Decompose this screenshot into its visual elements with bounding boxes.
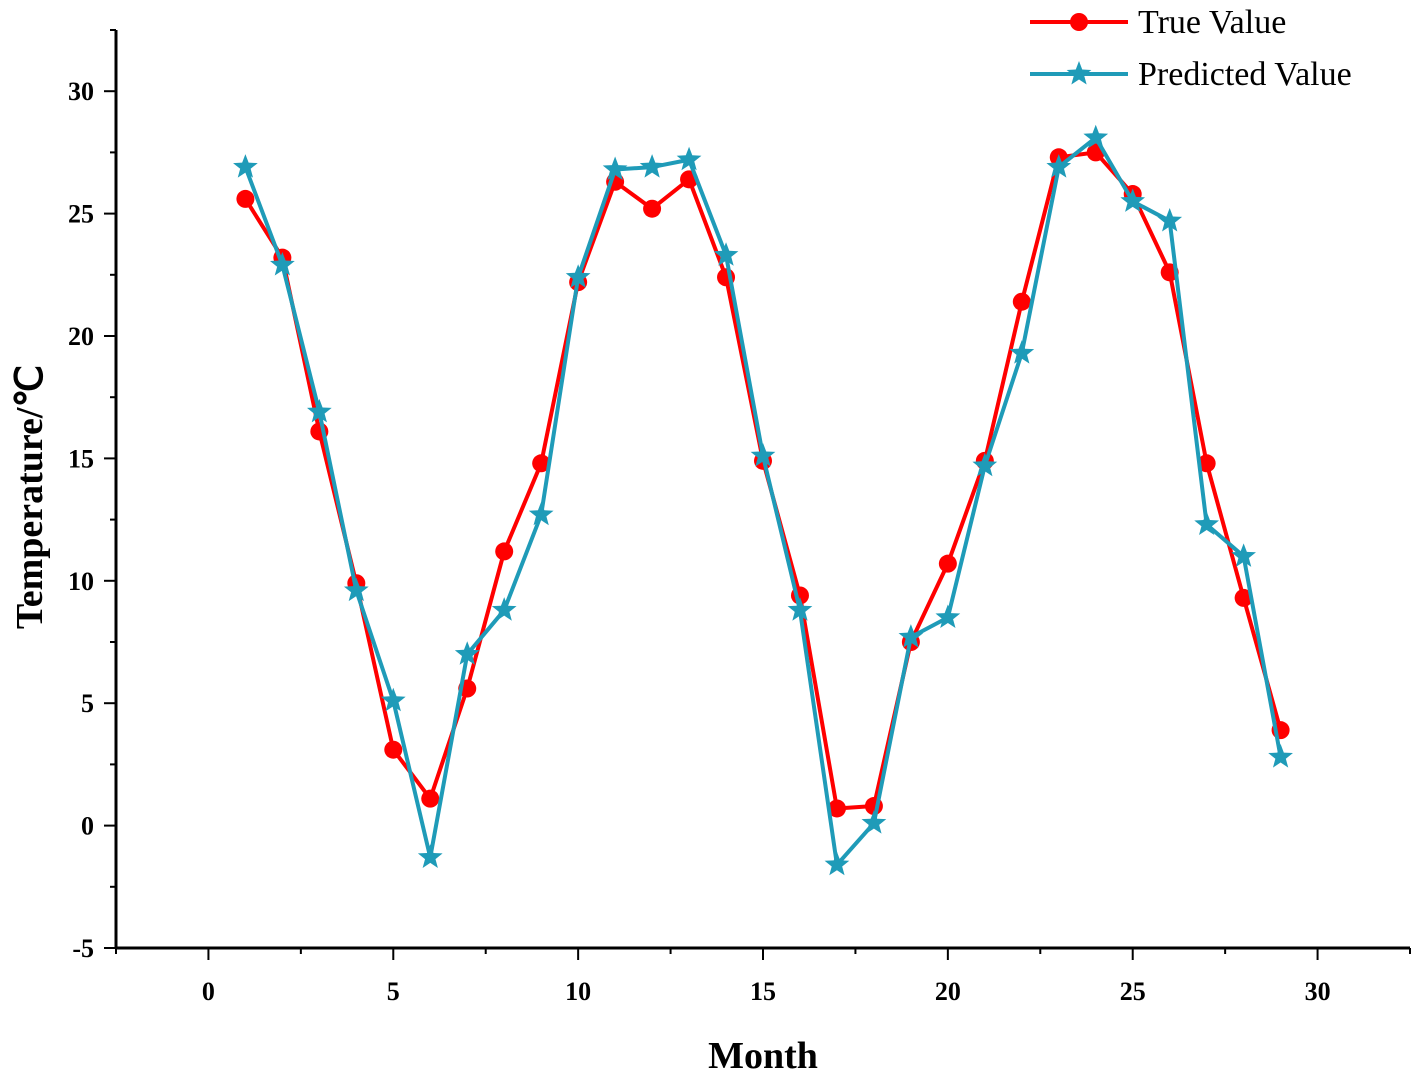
data-point-star bbox=[1009, 340, 1035, 364]
y-tick-label: 5 bbox=[81, 689, 94, 718]
legend-item-true-value: True Value bbox=[1030, 4, 1286, 41]
x-tick-label: 0 bbox=[202, 977, 215, 1006]
data-point-star bbox=[491, 597, 517, 621]
data-point-circle bbox=[643, 199, 662, 218]
data-point-star bbox=[454, 641, 480, 665]
data-point-star bbox=[861, 810, 887, 834]
y-tick-label: 10 bbox=[68, 567, 94, 596]
x-tick-label: 20 bbox=[935, 977, 961, 1006]
data-point-star bbox=[750, 442, 776, 467]
data-point-star bbox=[898, 624, 924, 648]
legend-label: Predicted Value bbox=[1138, 56, 1352, 93]
x-tick-label: 10 bbox=[565, 977, 591, 1006]
series-predicted-value bbox=[233, 124, 1293, 876]
data-point-star bbox=[1046, 154, 1072, 178]
data-point-star bbox=[1231, 543, 1256, 567]
x-tick-label: 5 bbox=[387, 977, 400, 1006]
x-axis-title: Month bbox=[708, 1035, 818, 1074]
data-point-circle bbox=[1012, 292, 1031, 311]
y-tick-label: 25 bbox=[68, 200, 94, 229]
data-point-star bbox=[1268, 744, 1293, 768]
series-layer bbox=[233, 124, 1293, 876]
data-point-star bbox=[824, 851, 850, 876]
data-point-star bbox=[713, 242, 739, 266]
y-tick-label: 30 bbox=[68, 77, 94, 106]
data-point-circle bbox=[1234, 588, 1253, 607]
x-tick-label: 25 bbox=[1120, 977, 1146, 1006]
series-true-value bbox=[236, 143, 1290, 818]
y-axis-title: Temperature/℃ bbox=[9, 365, 51, 629]
data-point-star bbox=[343, 577, 369, 602]
series-line bbox=[243, 135, 1283, 867]
legend: True Value Predicted Value bbox=[1030, 4, 1352, 93]
legend-marker-circle bbox=[1070, 13, 1088, 31]
data-point-circle bbox=[827, 799, 846, 818]
data-point-star bbox=[270, 252, 295, 276]
data-point-circle bbox=[421, 789, 440, 808]
data-point-star bbox=[1194, 511, 1220, 536]
data-point-star bbox=[1083, 124, 1109, 149]
data-point-star bbox=[676, 146, 702, 171]
data-point-star bbox=[306, 398, 332, 423]
data-point-star bbox=[787, 597, 813, 621]
series-line bbox=[243, 150, 1283, 811]
data-point-star bbox=[972, 452, 998, 477]
data-point-star bbox=[417, 844, 443, 868]
data-point-circle bbox=[495, 542, 514, 561]
y-tick-label: 0 bbox=[81, 812, 94, 841]
legend-marker-star bbox=[1066, 61, 1092, 85]
x-tick-label: 15 bbox=[750, 977, 776, 1006]
legend-item-predicted-value: Predicted Value bbox=[1030, 56, 1352, 93]
y-tick-label: 15 bbox=[68, 444, 94, 473]
data-point-circle bbox=[532, 454, 551, 473]
axes: -5 0 5 10 15 20 25 30 0 5 10 15 20 25 30 bbox=[68, 29, 1411, 1006]
data-point-star bbox=[528, 501, 554, 526]
data-point-star bbox=[1120, 188, 1146, 212]
data-point-circle bbox=[236, 189, 255, 208]
data-point-star bbox=[380, 687, 406, 712]
data-point-circle bbox=[384, 740, 403, 759]
y-tick-label: 20 bbox=[68, 322, 94, 351]
data-point-star bbox=[639, 154, 665, 178]
y-tick-label: -5 bbox=[72, 934, 94, 963]
data-point-star bbox=[233, 154, 258, 178]
data-point-star bbox=[565, 264, 591, 288]
x-tick-label: 30 bbox=[1305, 977, 1331, 1006]
legend-label: True Value bbox=[1138, 4, 1286, 41]
data-point-circle bbox=[938, 554, 957, 573]
data-point-star bbox=[935, 604, 961, 629]
data-point-circle bbox=[1197, 454, 1216, 473]
data-point-star bbox=[1157, 207, 1183, 232]
data-point-star bbox=[602, 156, 628, 181]
